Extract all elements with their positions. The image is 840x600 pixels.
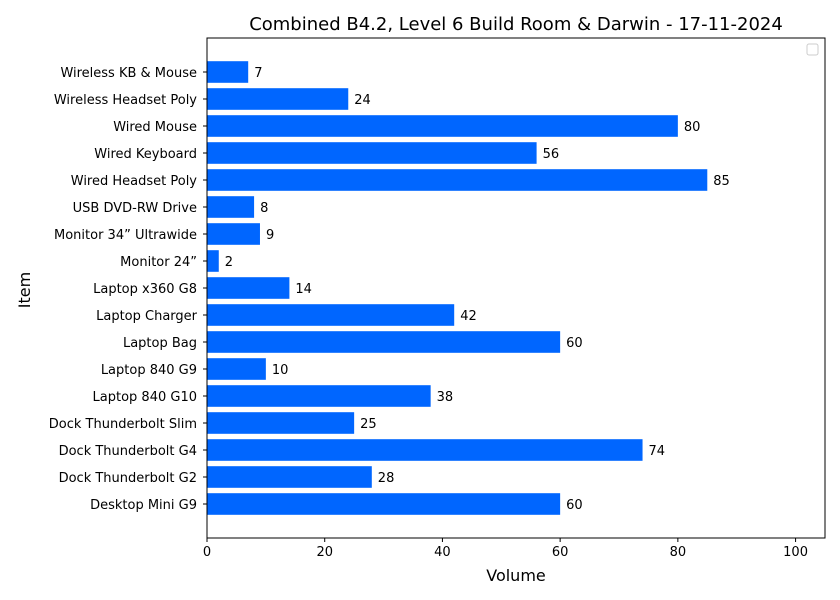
data-label: 7	[254, 66, 262, 81]
bar	[207, 493, 561, 515]
y-axis-title: Item	[15, 272, 34, 308]
x-tick-label: 80	[670, 545, 687, 560]
bar	[207, 439, 643, 461]
data-label: 10	[272, 363, 289, 378]
data-label: 56	[543, 147, 560, 162]
bar	[207, 385, 431, 407]
y-tick-label: Monitor 34” Ultrawide	[54, 228, 197, 243]
data-label: 2	[225, 255, 233, 270]
bar	[207, 196, 255, 218]
bar	[207, 277, 290, 299]
chart-title: Combined B4.2, Level 6 Build Room & Darw…	[249, 14, 783, 35]
y-tick-label: Wired Keyboard	[94, 147, 197, 162]
bar	[207, 358, 266, 380]
y-tick-label: Laptop Bag	[123, 336, 197, 351]
y-tick-label: Laptop 840 G10	[93, 390, 197, 405]
bar	[207, 142, 537, 164]
bar	[207, 61, 249, 83]
y-tick-label: Dock Thunderbolt Slim	[49, 417, 197, 432]
data-label: 8	[260, 201, 268, 216]
y-tick-label: Desktop Mini G9	[90, 498, 197, 513]
y-tick-label: Wireless KB & Mouse	[60, 66, 197, 81]
y-tick-label: Dock Thunderbolt G2	[59, 471, 197, 486]
data-label: 60	[566, 336, 583, 351]
y-tick-label: Dock Thunderbolt G4	[59, 444, 197, 459]
data-label: 9	[266, 228, 274, 243]
data-label: 74	[649, 444, 666, 459]
y-tick-label: Laptop Charger	[96, 309, 198, 324]
bar	[207, 169, 708, 191]
bar	[207, 250, 219, 272]
bar	[207, 304, 455, 326]
data-label: 25	[360, 417, 377, 432]
bar	[207, 331, 561, 353]
y-tick-label: Monitor 24”	[120, 255, 197, 270]
data-label: 24	[354, 93, 371, 108]
bar	[207, 115, 678, 137]
y-tick-label: Wired Headset Poly	[71, 174, 198, 189]
y-tick-label: Laptop 840 G9	[101, 363, 197, 378]
x-tick-label: 60	[552, 545, 569, 560]
data-label: 38	[437, 390, 454, 405]
x-axis-title: Volume	[486, 566, 546, 585]
bar	[207, 412, 355, 434]
data-label: 85	[713, 174, 730, 189]
bar	[207, 223, 260, 245]
data-label: 80	[684, 120, 701, 135]
bar	[207, 88, 349, 110]
y-tick-label: Wireless Headset Poly	[54, 93, 197, 108]
data-label: 28	[378, 471, 395, 486]
x-tick-label: 100	[783, 545, 808, 560]
data-label: 14	[295, 282, 312, 297]
data-label: 42	[460, 309, 477, 324]
data-label: 60	[566, 498, 583, 513]
y-tick-label: Wired Mouse	[113, 120, 197, 135]
y-tick-label: USB DVD-RW Drive	[73, 201, 197, 216]
x-tick-label: 0	[203, 545, 211, 560]
y-tick-label: Laptop x360 G8	[93, 282, 197, 297]
x-tick-label: 20	[316, 545, 333, 560]
x-tick-label: 40	[434, 545, 451, 560]
legend-box	[806, 43, 819, 56]
bar	[207, 466, 372, 488]
axes-frame	[206, 37, 826, 539]
